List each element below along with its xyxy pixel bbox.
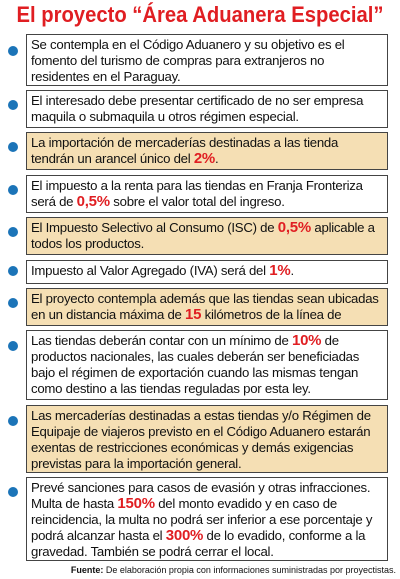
highlight-value: 0,5% [277, 219, 311, 236]
item-text: El impuesto a la renta para las tiendas … [31, 178, 363, 209]
highlight-value: 2% [193, 150, 216, 167]
item-text: Impuesto al Valor Agregado (IVA) será de… [31, 263, 270, 278]
item-text: sobre el valor total del ingreso. [109, 194, 285, 209]
item-text: El Impuesto Selectivo al Consumo (ISC) d… [31, 220, 278, 235]
bullet-icon [8, 487, 18, 497]
page-title: El proyecto “Área Aduanera Especial” [16, 2, 384, 27]
list-item: Prevé sanciones para casos de evasión y … [26, 477, 388, 561]
highlight-value: 300% [165, 527, 204, 544]
item-text: El interesado debe presentar certificado… [31, 93, 364, 124]
item-text: Se contempla en el Código Aduanero y su … [31, 37, 345, 84]
item-text: La importación de mercaderías destinadas… [31, 135, 339, 166]
item-text: aplicable a todos los productos. [31, 220, 375, 251]
list-item: La importación de mercaderías destinadas… [26, 132, 388, 170]
bullet-icon [8, 298, 18, 308]
item-text: Prevé sanciones para casos de evasión y … [31, 480, 371, 511]
source-text: De elaboración propia con informaciones … [103, 565, 396, 575]
highlight-value: 10% [291, 332, 322, 349]
highlight-value: 15 [185, 306, 202, 323]
list-item: El interesado debe presentar certificado… [26, 90, 388, 128]
item-text: . [215, 151, 219, 166]
item-text: Las mercaderías destinadas a estas tiend… [31, 408, 371, 471]
bullet-icon [8, 341, 18, 351]
bullet-icon [8, 185, 18, 195]
highlight-value: 0,5% [76, 193, 110, 210]
list-item: Las mercaderías destinadas a estas tiend… [26, 405, 388, 473]
list-item: Las tiendas deberán contar con un mínimo… [26, 330, 388, 400]
bullet-icon [8, 416, 18, 426]
list-item: Se contempla en el Código Aduanero y su … [26, 34, 388, 86]
list-item: El proyecto contempla además que las tie… [26, 288, 388, 326]
highlight-value: 150% [117, 495, 155, 512]
highlight-value: 1% [269, 262, 291, 279]
bullet-icon [8, 227, 18, 237]
item-text: kilómetros de la línea de frontera. [31, 307, 342, 325]
bullet-icon [8, 100, 18, 110]
item-text: de productos nacionales, las cuales debe… [31, 333, 360, 396]
bullet-icon [8, 266, 18, 276]
item-text: . [290, 263, 294, 278]
list-item: El impuesto a la renta para las tiendas … [26, 175, 388, 213]
source-label: Fuente: [70, 565, 104, 575]
item-text: de lo evadido, conforme a la gravedad. T… [31, 528, 366, 559]
item-text: del monto evadido y en caso de reinciden… [31, 496, 373, 543]
bullet-icon [8, 46, 18, 56]
item-text: El proyecto contempla además que las tie… [31, 291, 379, 322]
list-item: El Impuesto Selectivo al Consumo (ISC) d… [26, 217, 388, 255]
bullet-icon [8, 142, 18, 152]
source-note: Fuente: De elaboración propia con inform… [0, 565, 396, 576]
item-text: Las tiendas deberán contar con un mínimo… [31, 333, 292, 348]
list-item: Impuesto al Valor Agregado (IVA) será de… [26, 260, 388, 284]
